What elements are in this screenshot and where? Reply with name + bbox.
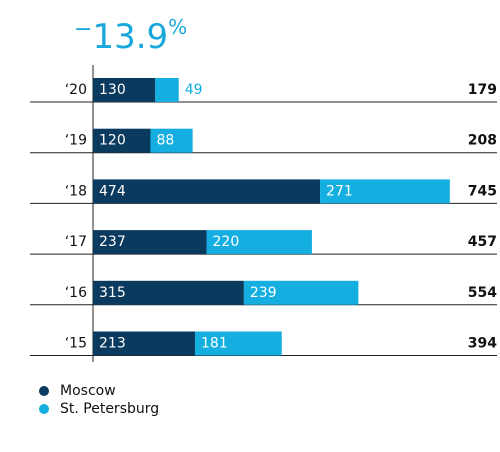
value-label: 130 [99,82,126,98]
y-tick-label: ‘20 [65,82,87,98]
value-label: 220 [213,234,240,250]
bar-segment [93,280,244,305]
total-label: 457 [468,234,497,250]
value-label: 237 [99,234,126,250]
bar-segment [195,331,282,356]
legend-marker [39,386,49,396]
bar-segment [93,331,196,356]
bar-segment [93,179,321,204]
value-label: 49 [185,82,203,98]
y-tick-label: ‘17 [65,234,87,250]
value-label: 271 [326,183,353,199]
value-label: 474 [99,183,126,199]
total-label: 179 [468,82,497,98]
legend-marker [39,404,49,414]
value-label: 120 [99,133,126,149]
total-label: 208 [468,133,497,149]
headline-number: 13.9 [92,17,168,57]
bar-segment [150,128,193,153]
total-label: 394 [468,336,497,352]
bar-segment [93,128,151,153]
value-label: 181 [201,336,228,352]
bar-segment [206,230,312,255]
value-label: 88 [156,133,174,149]
bar-segment [93,230,207,255]
headline-sign: − [74,17,92,42]
y-tick-label: ‘15 [65,336,87,352]
headline: −13.9% [74,15,187,57]
legend-label: St. Petersburg [60,401,159,417]
legend-label: Moscow [60,383,116,399]
bar-segment [320,179,450,204]
y-tick-label: ‘19 [65,133,87,149]
headline-unit: % [168,15,187,39]
value-label: 239 [250,285,277,301]
y-tick-label: ‘16 [65,285,87,301]
value-label: 315 [99,285,126,301]
total-label: 554 [468,285,497,301]
bar-segment [243,280,359,305]
total-label: 745 [468,183,497,199]
bar-segment [155,78,179,102]
y-tick-label: ‘18 [65,183,87,199]
value-label: 213 [99,336,126,352]
bar-segment [93,78,156,102]
